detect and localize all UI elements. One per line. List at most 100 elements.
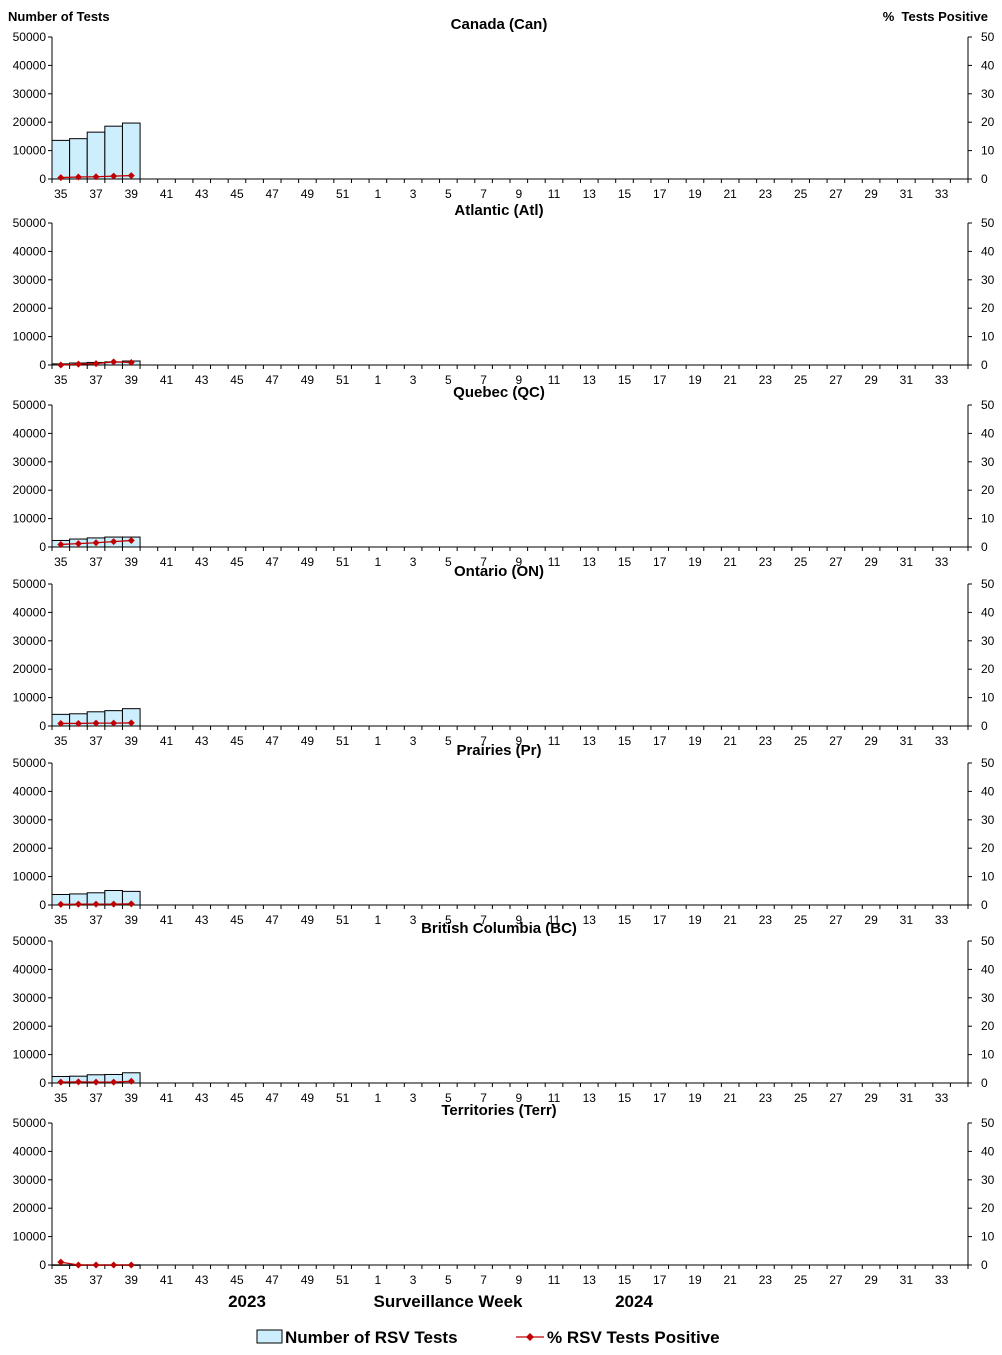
percent-positive-marker: [127, 172, 135, 180]
x-tick-label: 45: [230, 1273, 244, 1287]
x-tick-label: 11: [548, 1091, 561, 1105]
left-y-tick-label: 30000: [13, 273, 47, 287]
x-tick-label: 35: [54, 1091, 68, 1105]
x-tick-label: 41: [160, 555, 174, 569]
x-tick-label: 29: [864, 913, 878, 927]
percent-positive-marker: [57, 540, 65, 548]
x-tick-label: 25: [794, 1091, 808, 1105]
right-y-tick-label: 50: [981, 216, 995, 230]
x-tick-label: 1: [375, 734, 382, 748]
x-tick-label: 17: [653, 187, 667, 201]
percent-positive-marker: [110, 719, 118, 727]
x-tick-label: 45: [230, 373, 244, 387]
x-tick-label: 43: [195, 913, 209, 927]
left-y-tick-label: 0: [39, 719, 46, 733]
right-y-tick-label: 10: [981, 691, 995, 705]
right-y-tick-label: 40: [981, 244, 995, 258]
right-y-tick-label: 50: [981, 934, 995, 948]
x-tick-label: 37: [89, 734, 103, 748]
right-y-tick-label: 50: [981, 398, 995, 412]
x-tick-label: 5: [445, 555, 452, 569]
percent-positive-marker: [110, 1078, 118, 1086]
right-y-tick-label: 30: [981, 813, 995, 827]
left-y-tick-label: 20000: [13, 483, 47, 497]
right-y-tick-label: 0: [981, 358, 988, 372]
x-tick-label: 49: [301, 187, 315, 201]
x-tick-label: 27: [829, 1091, 843, 1105]
left-y-tick-label: 50000: [13, 30, 47, 44]
x-tick-label: 27: [829, 734, 843, 748]
x-tick-label: 29: [864, 373, 878, 387]
left-y-tick-label: 40000: [13, 784, 47, 798]
right-y-tick-label: 20: [981, 115, 995, 129]
right-y-tick-label: 0: [981, 719, 988, 733]
right-y-tick-label: 50: [981, 577, 995, 591]
x-tick-label: 49: [301, 1091, 315, 1105]
x-tick-label: 47: [266, 555, 280, 569]
x-tick-label: 15: [618, 734, 632, 748]
chart-panel-4: Ontario (ON) 0 10000 20000 30000 40000 50000 0 1…: [13, 563, 995, 748]
percent-positive-marker: [92, 173, 100, 181]
right-y-tick-label: 30: [981, 455, 995, 469]
x-tick-label: 43: [195, 555, 209, 569]
x-tick-label: 19: [688, 555, 702, 569]
x-tick-label: 9: [515, 734, 522, 748]
x-tick-label: 5: [445, 913, 452, 927]
x-tick-label: 3: [410, 555, 417, 569]
legend-bar-swatch: [256, 1329, 283, 1344]
percent-positive-marker: [92, 1078, 100, 1086]
x-tick-label: 19: [688, 373, 702, 387]
percent-positive-marker: [127, 719, 135, 727]
x-tick-label: 13: [583, 373, 597, 387]
x-tick-label: 37: [89, 187, 103, 201]
x-tick-label: 11: [548, 373, 561, 387]
x-tick-label: 7: [480, 913, 487, 927]
left-y-tick-label: 0: [39, 540, 46, 554]
x-tick-label: 17: [653, 913, 667, 927]
percent-positive-marker: [110, 358, 118, 366]
panel-title: British Columbia (BC): [421, 920, 577, 937]
left-y-tick-label: 40000: [13, 58, 47, 72]
x-tick-label: 39: [125, 913, 139, 927]
left-y-tick-label: 10000: [13, 1230, 47, 1244]
left-y-tick-label: 30000: [13, 991, 47, 1005]
x-tick-label: 37: [89, 555, 103, 569]
percent-positive-marker: [74, 173, 82, 181]
x-tick-label: 5: [445, 1273, 452, 1287]
x-tick-label: 23: [759, 913, 773, 927]
x-tick-label: 37: [89, 1091, 103, 1105]
x-tick-label: 39: [125, 1091, 139, 1105]
left-y-tick-label: 10000: [13, 1048, 47, 1062]
x-tick-label: 33: [935, 373, 949, 387]
x-tick-label: 21: [724, 734, 738, 748]
test-count-bar: [104, 125, 123, 180]
left-y-tick-label: 40000: [13, 244, 47, 258]
x-tick-label: 11: [548, 1273, 561, 1287]
right-y-tick-label: 40: [981, 605, 995, 619]
x-tick-label: 29: [864, 1091, 878, 1105]
x-tick-label: 25: [794, 913, 808, 927]
x-tick-label: 9: [515, 555, 522, 569]
x-axis-title: Surveillance Week: [374, 1292, 524, 1311]
x-tick-label: 39: [125, 373, 139, 387]
left-y-tick-label: 50000: [13, 398, 47, 412]
left-y-tick-label: 20000: [13, 301, 47, 315]
panel-title: Prairies (Pr): [456, 742, 541, 759]
x-tick-label: 51: [336, 913, 350, 927]
percent-positive-marker: [127, 900, 135, 908]
percent-positive-marker: [74, 540, 82, 548]
percent-positive-marker: [127, 1077, 135, 1085]
legend-marker-icon: [526, 1333, 534, 1341]
left-y-tick-label: 40000: [13, 426, 47, 440]
left-y-tick-label: 30000: [13, 87, 47, 101]
x-tick-label: 3: [410, 187, 417, 201]
percent-positive-marker: [74, 900, 82, 908]
x-tick-label: 21: [724, 373, 738, 387]
right-y-tick-label: 40: [981, 426, 995, 440]
percent-positive-marker: [74, 1078, 82, 1086]
x-tick-label: 45: [230, 913, 244, 927]
x-tick-label: 47: [266, 187, 280, 201]
x-tick-label: 49: [301, 1273, 315, 1287]
legend: Number of RSV Tests % RSV Tests Positive: [256, 1328, 720, 1347]
